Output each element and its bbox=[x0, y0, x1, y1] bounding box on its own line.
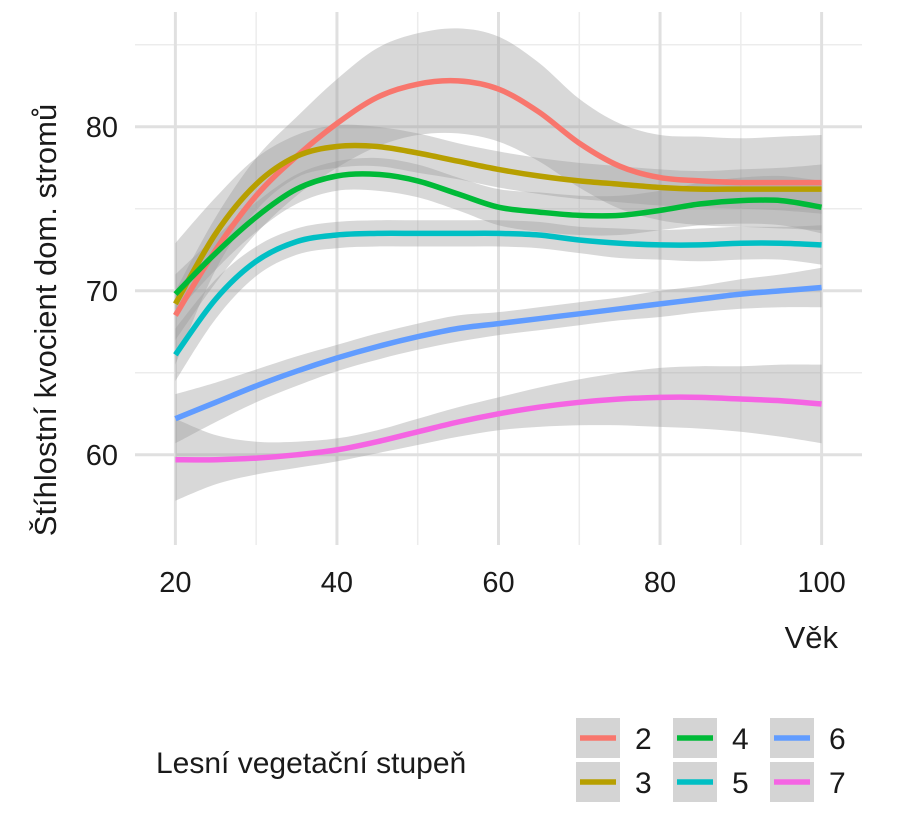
series-line-5 bbox=[173, 230, 822, 357]
legend-label-2: 2 bbox=[635, 723, 652, 756]
legend: Lesní vegetační stupeň 2 3 4 5 6 7 bbox=[156, 718, 846, 802]
legend-title: Lesní vegetační stupeň bbox=[156, 747, 466, 780]
x-tick-label: 40 bbox=[321, 567, 353, 599]
legend-label-7: 7 bbox=[829, 767, 846, 800]
y-axis-tick-labels: 60 70 80 bbox=[86, 112, 118, 472]
confidence-band-2 bbox=[175, 28, 822, 340]
x-tick-label: 80 bbox=[644, 567, 676, 599]
series-line-6 bbox=[174, 284, 822, 422]
series-line-3 bbox=[173, 142, 822, 306]
series-line-7 bbox=[175, 394, 822, 463]
series-line-2 bbox=[173, 77, 822, 317]
confidence-band-4 bbox=[175, 157, 822, 314]
x-axis-title: Věk bbox=[785, 620, 839, 655]
confidence-band-6 bbox=[175, 267, 822, 444]
confidence-band-3 bbox=[175, 124, 822, 365]
y-tick-label: 80 bbox=[86, 112, 118, 144]
x-tick-label: 100 bbox=[797, 567, 845, 599]
series-line-4 bbox=[173, 171, 823, 297]
confidence-band-5 bbox=[175, 220, 822, 381]
legend-label-5: 5 bbox=[732, 767, 749, 800]
x-tick-label: 20 bbox=[159, 567, 191, 599]
y-tick-label: 70 bbox=[86, 276, 118, 308]
legend-label-4: 4 bbox=[732, 723, 749, 756]
legend-keys: 2 3 4 5 6 7 bbox=[576, 718, 846, 802]
legend-label-6: 6 bbox=[829, 723, 846, 756]
series-lines bbox=[173, 77, 823, 463]
y-axis-title: Štíhlostní kvocient dom. stromů bbox=[28, 104, 63, 536]
x-axis-tick-labels: 20 40 60 80 100 bbox=[159, 567, 846, 599]
x-tick-label: 60 bbox=[482, 567, 514, 599]
y-tick-label: 60 bbox=[86, 440, 118, 472]
legend-label-3: 3 bbox=[635, 767, 652, 800]
